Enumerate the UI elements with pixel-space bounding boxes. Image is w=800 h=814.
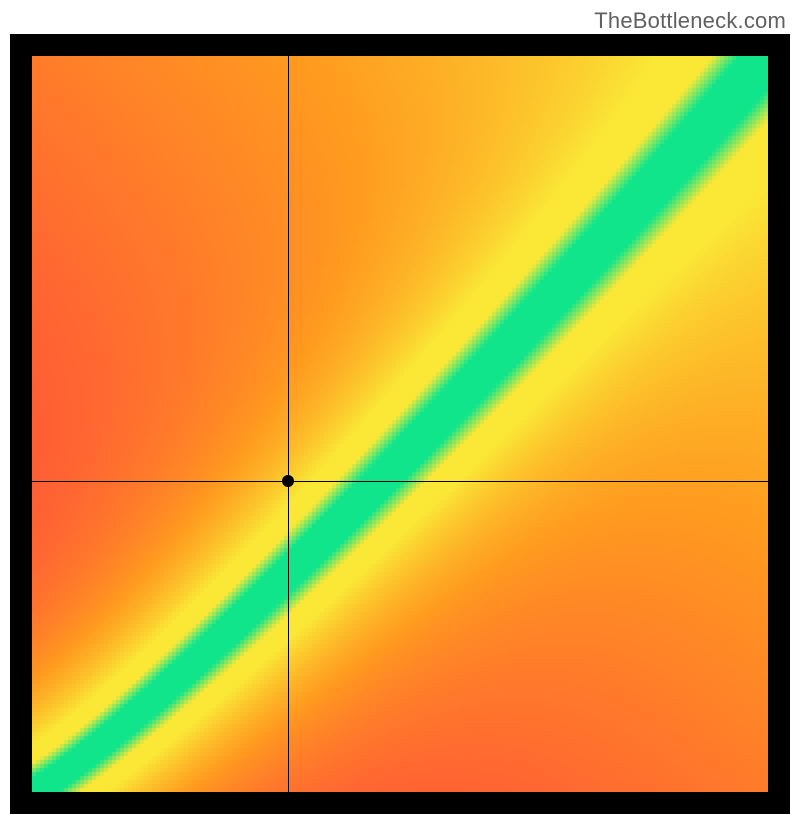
watermark-text: TheBottleneck.com — [594, 8, 786, 34]
heatmap-canvas — [32, 56, 768, 792]
marker-dot — [282, 475, 294, 487]
crosshair-horizontal — [32, 481, 768, 482]
crosshair-vertical — [288, 56, 289, 792]
